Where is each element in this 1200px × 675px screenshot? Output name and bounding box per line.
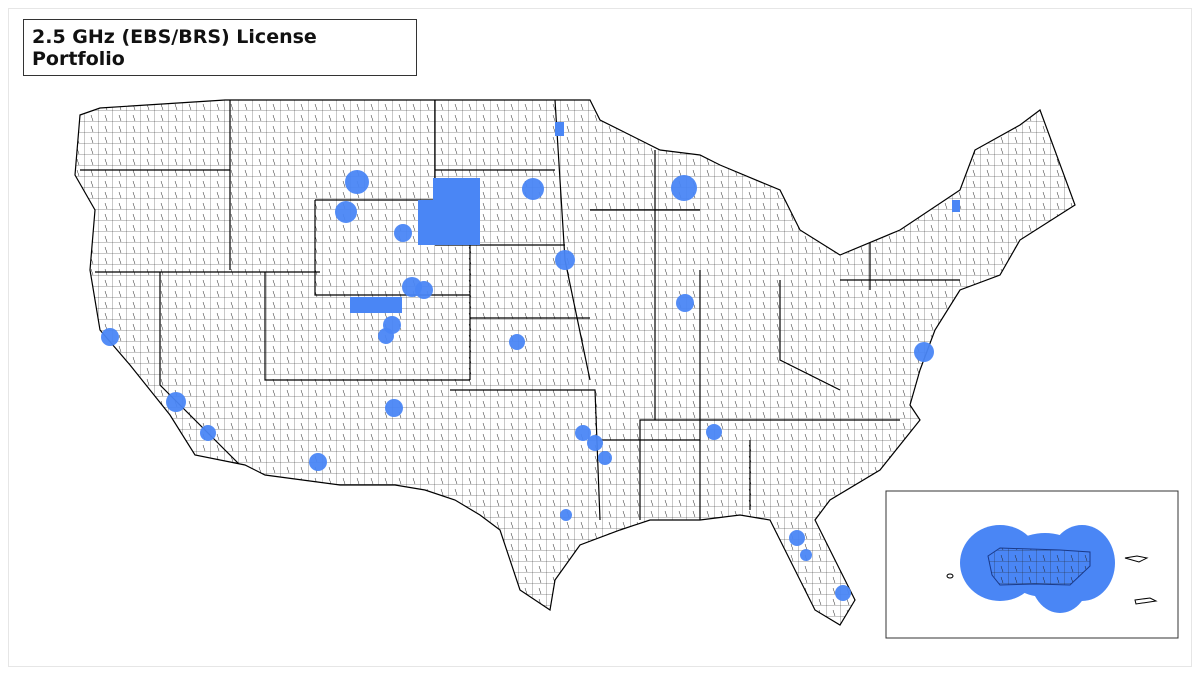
license-area bbox=[671, 175, 697, 201]
us-outline bbox=[74, 99, 1076, 626]
map-title: 2.5 GHz (EBS/BRS) License Portfolio bbox=[32, 25, 317, 70]
license-area bbox=[555, 250, 575, 270]
state-border bbox=[159, 272, 246, 471]
map-frame bbox=[8, 8, 1192, 667]
state-border bbox=[264, 272, 470, 381]
state-border bbox=[779, 280, 841, 391]
license-area bbox=[378, 328, 394, 344]
license-area bbox=[415, 281, 433, 299]
license-area bbox=[800, 549, 812, 561]
license-area bbox=[587, 435, 603, 451]
license-area bbox=[676, 294, 694, 312]
license-area bbox=[952, 200, 960, 212]
island-outline bbox=[946, 573, 954, 579]
license-area bbox=[555, 122, 564, 136]
island-outline bbox=[1134, 597, 1158, 605]
license-area bbox=[598, 451, 612, 465]
license-area bbox=[345, 170, 369, 194]
license-area bbox=[166, 392, 186, 412]
license-area bbox=[509, 334, 525, 350]
license-area bbox=[350, 297, 402, 313]
state-border bbox=[639, 419, 900, 520]
license-area bbox=[575, 425, 591, 441]
license-area bbox=[433, 178, 480, 245]
license-area bbox=[101, 328, 119, 346]
state-border bbox=[450, 389, 601, 521]
island-outline bbox=[1124, 555, 1149, 563]
license-area bbox=[200, 425, 216, 441]
license-area bbox=[835, 585, 851, 601]
license-area bbox=[522, 178, 544, 200]
license-area bbox=[385, 399, 403, 417]
license-area bbox=[914, 342, 934, 362]
license-area bbox=[560, 509, 572, 521]
license-area bbox=[309, 453, 327, 471]
license-area bbox=[418, 200, 433, 245]
puerto-rico-outline bbox=[987, 547, 1091, 586]
license-areas bbox=[101, 122, 960, 601]
license-area bbox=[394, 224, 412, 242]
license-area bbox=[706, 424, 722, 440]
map-title-box: 2.5 GHz (EBS/BRS) License Portfolio bbox=[23, 19, 417, 76]
license-area bbox=[789, 530, 805, 546]
puerto-rico-map bbox=[946, 525, 1158, 613]
license-area bbox=[335, 201, 357, 223]
